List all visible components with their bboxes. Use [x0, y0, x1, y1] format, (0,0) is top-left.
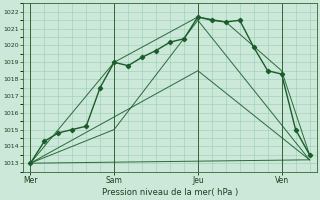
X-axis label: Pression niveau de la mer( hPa ): Pression niveau de la mer( hPa ) — [102, 188, 238, 197]
